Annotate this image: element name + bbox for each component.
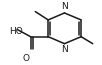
Text: N: N xyxy=(61,45,68,54)
Text: N: N xyxy=(61,2,68,11)
Text: HO: HO xyxy=(9,27,23,36)
Text: O: O xyxy=(23,54,30,63)
